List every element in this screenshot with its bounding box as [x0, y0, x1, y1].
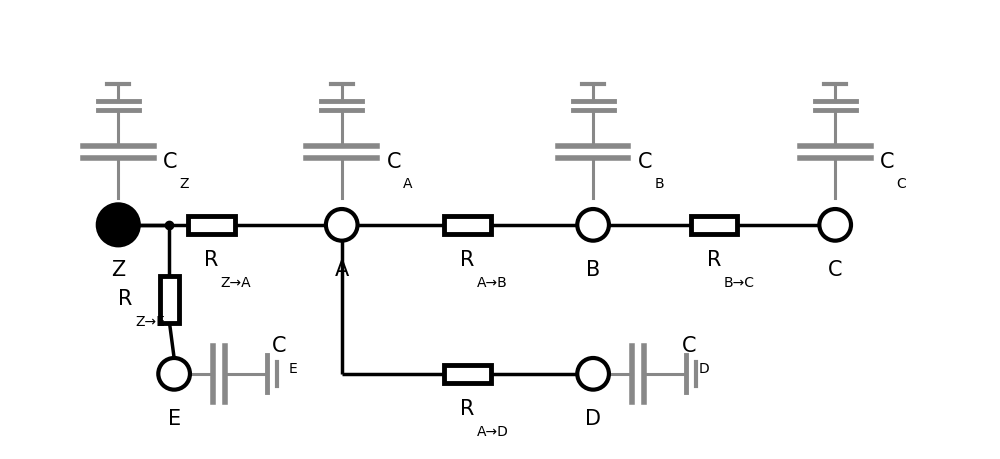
Bar [691, 216, 737, 234]
Text: Z→E: Z→E [135, 315, 165, 329]
Text: C: C [682, 336, 696, 356]
Text: R: R [118, 289, 133, 309]
Text: C: C [638, 151, 652, 172]
Circle shape [577, 209, 609, 241]
Text: D: D [698, 362, 709, 376]
Circle shape [577, 358, 609, 390]
Text: A→B: A→B [477, 276, 507, 290]
Text: E: E [289, 362, 297, 376]
Text: C: C [386, 151, 401, 172]
Text: C: C [828, 260, 842, 280]
Text: R: R [460, 399, 474, 419]
Circle shape [158, 358, 190, 390]
Text: A: A [403, 177, 413, 191]
Text: B: B [655, 177, 664, 191]
Circle shape [98, 204, 139, 245]
Bar [444, 364, 491, 383]
Text: R: R [460, 250, 474, 270]
Text: Z: Z [111, 260, 125, 280]
Text: C: C [897, 177, 906, 191]
Text: C: C [880, 151, 894, 172]
Bar [160, 276, 179, 323]
Text: A: A [335, 260, 349, 280]
Text: D: D [585, 409, 601, 429]
Text: E: E [168, 409, 181, 429]
Text: B: B [586, 260, 600, 280]
Circle shape [819, 209, 851, 241]
Text: Z: Z [180, 177, 189, 191]
Text: C: C [272, 336, 286, 356]
Circle shape [326, 209, 358, 241]
Text: Z→A: Z→A [221, 276, 251, 290]
Text: R: R [707, 250, 721, 270]
Bar [188, 216, 235, 234]
Text: C: C [163, 151, 177, 172]
Text: R: R [204, 250, 218, 270]
Bar [444, 216, 491, 234]
Text: A→D: A→D [477, 425, 509, 439]
Text: B→C: B→C [723, 276, 754, 290]
